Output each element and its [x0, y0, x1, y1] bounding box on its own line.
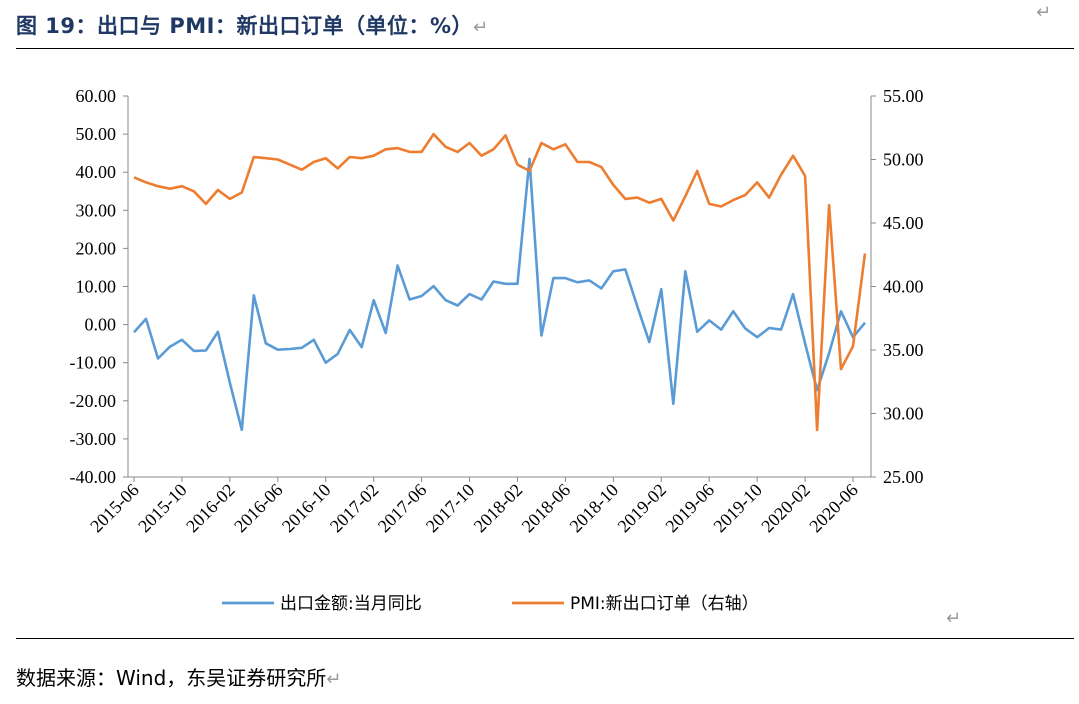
return-mark-icon: ↵	[1036, 2, 1052, 23]
right-tick-label: 35.00	[883, 340, 924, 360]
top-rule	[16, 48, 1074, 49]
right-tick-label: 45.00	[883, 213, 924, 233]
x-tick-label: 2020-02	[757, 480, 814, 537]
series-line-2	[133, 132, 867, 432]
left-tick-label: -10.00	[70, 353, 117, 373]
left-tick-label: -30.00	[70, 429, 117, 449]
x-tick-label: 2018-02	[470, 480, 527, 537]
x-tick-label: 2019-06	[661, 480, 718, 537]
return-mark-icon: ↵	[473, 17, 489, 38]
legend-label-2: PMI:新出口订单（右轴）	[570, 594, 759, 614]
return-mark-icon: ↵	[946, 608, 962, 629]
x-tick-label: 2018-06	[518, 480, 575, 537]
bottom-rule	[16, 638, 1074, 639]
figure-title: 图 19：出口与 PMI：新出口订单（单位：%）↵	[16, 10, 489, 40]
series-line-1	[133, 157, 867, 432]
x-tick-label: 2019-02	[614, 480, 671, 537]
legend-label-1: 出口金额:当月同比	[280, 594, 422, 614]
left-tick-label: 60.00	[76, 86, 117, 106]
right-tick-label: 55.00	[883, 86, 924, 106]
right-tick-label: 50.00	[883, 150, 924, 170]
x-tick-label: 2017-02	[326, 480, 383, 537]
left-tick-label: -20.00	[70, 391, 117, 411]
left-tick-label: 0.00	[85, 315, 117, 335]
left-tick-label: 10.00	[76, 277, 117, 297]
x-tick-label: 2016-02	[182, 480, 239, 537]
figure-title-text: 图 19：出口与 PMI：新出口订单（单位：%）	[16, 14, 473, 38]
x-tick-label: 2015-06	[86, 480, 143, 537]
right-tick-label: 30.00	[883, 404, 924, 424]
chart-lines	[133, 132, 867, 432]
legend: 出口金额:当月同比 PMI:新出口订单（右轴）	[222, 594, 759, 614]
return-mark-icon: ↵	[326, 669, 342, 690]
x-tick-label: 2020-06	[805, 480, 862, 537]
source-text: 数据来源：Wind，东吴证券研究所	[16, 666, 327, 690]
right-tick-label: 25.00	[883, 467, 924, 487]
right-tick-label: 40.00	[883, 277, 924, 297]
x-tick-label: 2015-10	[134, 480, 191, 537]
x-tick-label: 2016-10	[278, 480, 335, 537]
x-tick-label: 2019-10	[709, 480, 766, 537]
left-tick-label: -40.00	[70, 467, 117, 487]
x-tick-label: 2017-06	[374, 480, 431, 537]
x-tick-label: 2016-06	[230, 480, 287, 537]
left-tick-label: 20.00	[76, 238, 117, 258]
chart-axes: -40.00 -30.00 -20.00 -10.00 0.00 10.00 20.00 30…	[70, 86, 924, 536]
x-tick-label: 2018-10	[566, 480, 623, 537]
x-tick-label: 2017-10	[422, 480, 479, 537]
left-tick-label: 40.00	[76, 162, 117, 182]
left-tick-label: 30.00	[76, 200, 117, 220]
left-tick-label: 50.00	[76, 124, 117, 144]
source-note: 数据来源：Wind，东吴证券研究所↵	[16, 662, 341, 691]
